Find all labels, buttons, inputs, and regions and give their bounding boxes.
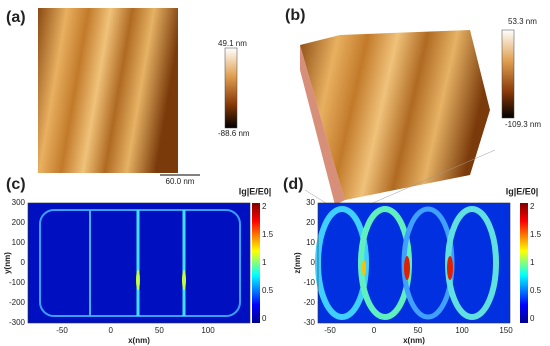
panel-label: (a) (6, 9, 26, 26)
y-tick-label: 10 (306, 238, 315, 247)
scale-bar-label: 60.0 nm (166, 177, 195, 186)
colorbar-label: -88.6 nm (218, 129, 250, 138)
plot-frame (317, 202, 511, 324)
colorbar-label: 53.3 nm (508, 17, 537, 26)
y-tick-label: -10 (303, 278, 315, 287)
y-axis-label: z(nm) (293, 252, 302, 274)
x-axis-label: x(nm) (403, 336, 425, 345)
colorbar (501, 29, 515, 119)
y-tick-label: -100 (9, 278, 26, 287)
y-tick-label: 300 (12, 198, 26, 207)
x-tick-label: 0 (108, 326, 113, 335)
colorbar-title: lg|E/E0| (506, 186, 539, 196)
field-map (315, 203, 510, 323)
y-tick-label: 20 (306, 218, 315, 227)
y-tick-label: 0 (311, 258, 316, 267)
x-tick-label: 100 (455, 326, 469, 335)
colorbar-tick-label: 1.5 (262, 230, 274, 239)
colorbar-tick-label: 1.5 (530, 230, 542, 239)
y-tick-label: -20 (303, 298, 315, 307)
colorbar-tick-label: 0 (530, 314, 535, 323)
panel-label: (b) (285, 7, 305, 24)
colorbar (252, 203, 260, 323)
colorbar-tick-label: 0.5 (530, 286, 542, 295)
colorbar-tick-label: 2 (262, 202, 267, 211)
colorbar-tick-label: 1 (262, 258, 267, 267)
afm-3d (300, 30, 490, 200)
colorbar-label: 49.1 nm (218, 39, 247, 48)
y-tick-label: -200 (9, 298, 26, 307)
colorbar-tick-label: 0 (262, 314, 267, 323)
field-map (28, 203, 250, 323)
x-tick-label: 50 (414, 326, 423, 335)
x-tick-label: 150 (499, 326, 513, 335)
x-tick-label: -50 (56, 326, 68, 335)
y-tick-label: -30 (303, 318, 315, 327)
colorbar-tick-label: 2 (530, 202, 535, 211)
x-tick-label: 100 (201, 326, 215, 335)
panel-label: (d) (283, 176, 303, 193)
x-tick-label: 0 (372, 326, 377, 335)
colorbar-tick-label: 1 (530, 258, 535, 267)
colorbar (520, 203, 528, 323)
x-axis-label: x(nm) (128, 336, 150, 345)
y-tick-label: 30 (306, 198, 315, 207)
plot-frame (27, 202, 251, 324)
x-tick-label: 50 (155, 326, 164, 335)
panel-label: (c) (6, 176, 26, 193)
y-tick-label: -300 (9, 318, 26, 327)
afm-3d-side (300, 45, 345, 205)
colorbar-title: lg|E/E0| (239, 186, 272, 196)
y-axis-label: y(nm) (3, 252, 12, 274)
afm-image (38, 8, 178, 173)
y-tick-label: 200 (12, 218, 26, 227)
colorbar-label: -109.3 nm (505, 120, 541, 129)
colorbar-tick-label: 0.5 (262, 286, 274, 295)
y-tick-label: 0 (21, 258, 26, 267)
colorbar (224, 47, 238, 129)
y-tick-label: 100 (12, 238, 26, 247)
x-tick-label: -50 (324, 326, 336, 335)
